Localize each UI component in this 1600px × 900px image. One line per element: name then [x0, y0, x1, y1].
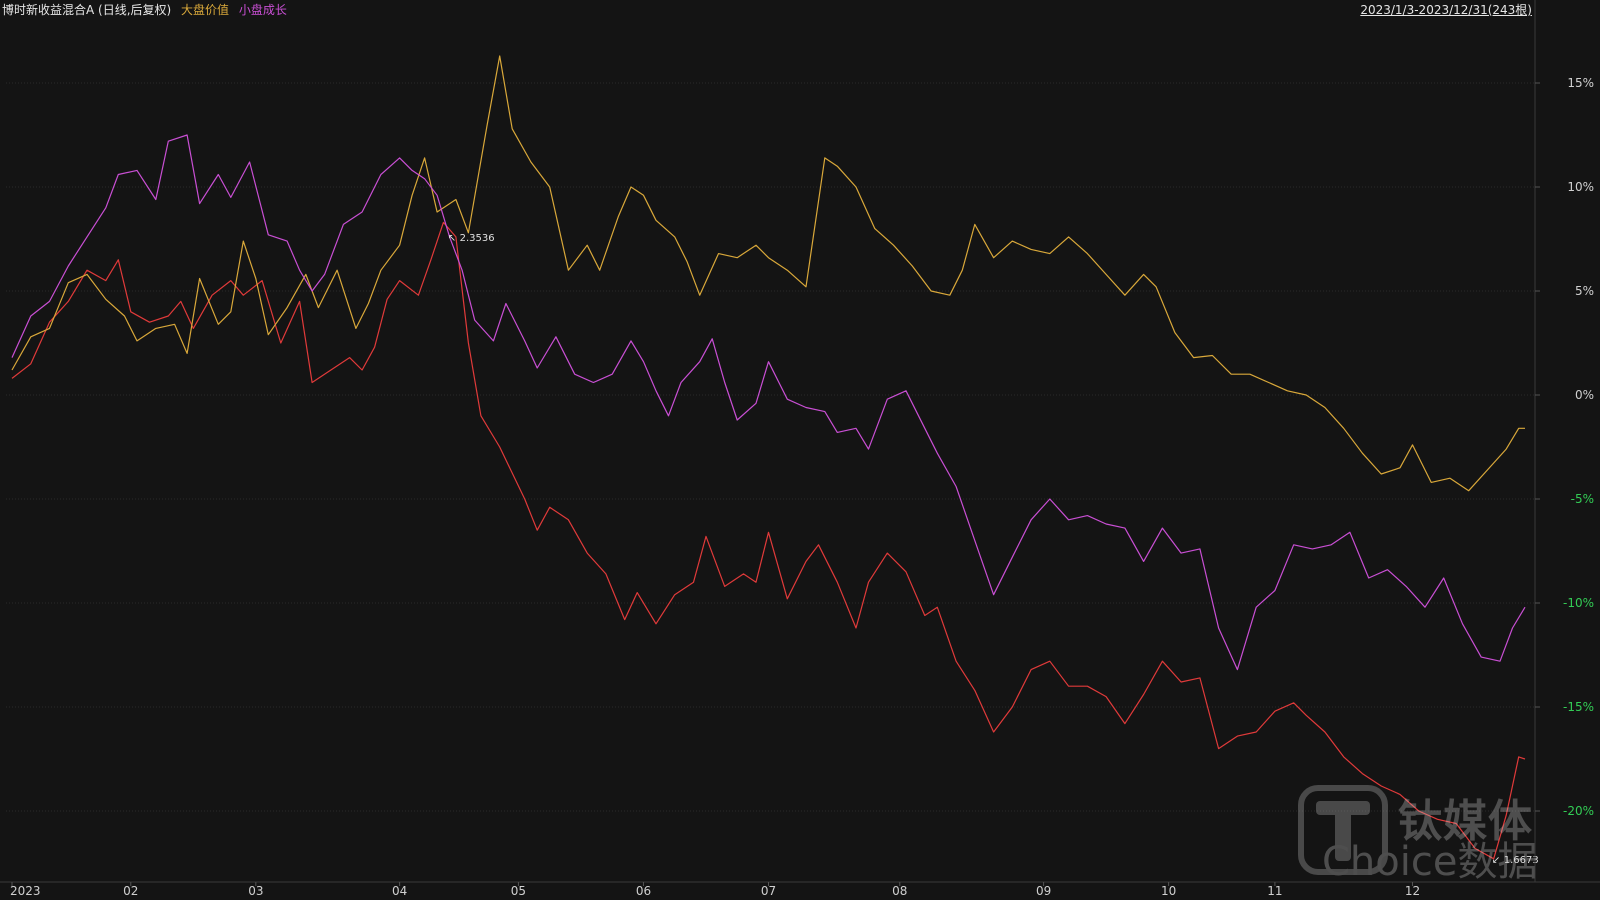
y-tick-label: 5%	[1575, 284, 1594, 298]
chart-header: 博时新收益混合A (日线,后复权) 大盘价值 小盘成长	[2, 2, 287, 18]
grid-layer	[6, 82, 1535, 812]
x-tick-label: 2023	[10, 884, 41, 898]
legend-item-large-value: 大盘价值	[181, 3, 230, 17]
legend-item-small-growth: 小盘成长	[238, 3, 287, 17]
x-tick-label: 11	[1267, 884, 1282, 898]
y-tick-label: 15%	[1567, 76, 1594, 90]
x-tick-label: 02	[123, 884, 138, 898]
annotation-arrow-icon: ↖	[448, 233, 456, 244]
y-tick-label: 0%	[1575, 388, 1594, 402]
series-layer	[11, 55, 1526, 860]
y-tick-label: 10%	[1567, 180, 1594, 194]
series-line-2	[11, 134, 1526, 671]
y-tick-label: -15%	[1563, 700, 1594, 714]
x-tick-label: 03	[248, 884, 263, 898]
y-tick-label: -20%	[1563, 804, 1594, 818]
series-line-1	[11, 55, 1525, 492]
date-range-link[interactable]: 2023/1/3-2023/12/31(243根)	[1360, 3, 1532, 17]
x-tick-label: 04	[392, 884, 407, 898]
x-tick-label: 12	[1405, 884, 1420, 898]
x-tick-label: 07	[761, 884, 776, 898]
x-tick-label: 05	[511, 884, 526, 898]
series-line-0	[11, 221, 1526, 860]
annotation-arrow-icon: ↙	[1492, 855, 1500, 866]
annotation-label: 1.6673	[1504, 855, 1539, 866]
chart-title: 博时新收益混合A (日线,后复权)	[2, 3, 172, 17]
x-tick-label: 08	[892, 884, 907, 898]
x-tick-label: 09	[1036, 884, 1051, 898]
x-tick-label: 10	[1161, 884, 1176, 898]
y-tick-label: -5%	[1571, 492, 1594, 506]
annotation-layer: ↖ 2.3536 ↙ 1.6673	[448, 233, 1539, 866]
x-tick-label: 06	[636, 884, 651, 898]
y-tick-label: -10%	[1563, 596, 1594, 610]
annotation-label: 2.3536	[460, 233, 495, 244]
